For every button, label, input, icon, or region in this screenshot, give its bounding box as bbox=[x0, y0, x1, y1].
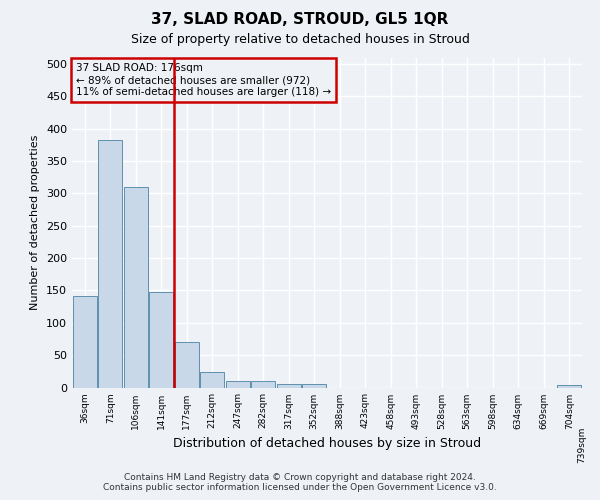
Text: 37 SLAD ROAD: 176sqm
← 89% of detached houses are smaller (972)
11% of semi-deta: 37 SLAD ROAD: 176sqm ← 89% of detached h… bbox=[76, 64, 331, 96]
Bar bbox=[226, 381, 250, 388]
Bar bbox=[98, 140, 122, 388]
X-axis label: Distribution of detached houses by size in Stroud: Distribution of detached houses by size … bbox=[173, 437, 481, 450]
Bar bbox=[149, 292, 173, 388]
Bar bbox=[175, 342, 199, 388]
Bar bbox=[277, 384, 301, 388]
Bar bbox=[251, 381, 275, 388]
Bar bbox=[200, 372, 224, 388]
Bar bbox=[302, 384, 326, 388]
Bar bbox=[73, 296, 97, 388]
Text: 37, SLAD ROAD, STROUD, GL5 1QR: 37, SLAD ROAD, STROUD, GL5 1QR bbox=[151, 12, 449, 28]
Text: 739sqm: 739sqm bbox=[577, 426, 587, 463]
Text: Size of property relative to detached houses in Stroud: Size of property relative to detached ho… bbox=[131, 32, 469, 46]
Bar bbox=[557, 385, 581, 388]
Bar bbox=[124, 187, 148, 388]
Y-axis label: Number of detached properties: Number of detached properties bbox=[31, 135, 40, 310]
Text: Contains HM Land Registry data © Crown copyright and database right 2024.
Contai: Contains HM Land Registry data © Crown c… bbox=[103, 473, 497, 492]
